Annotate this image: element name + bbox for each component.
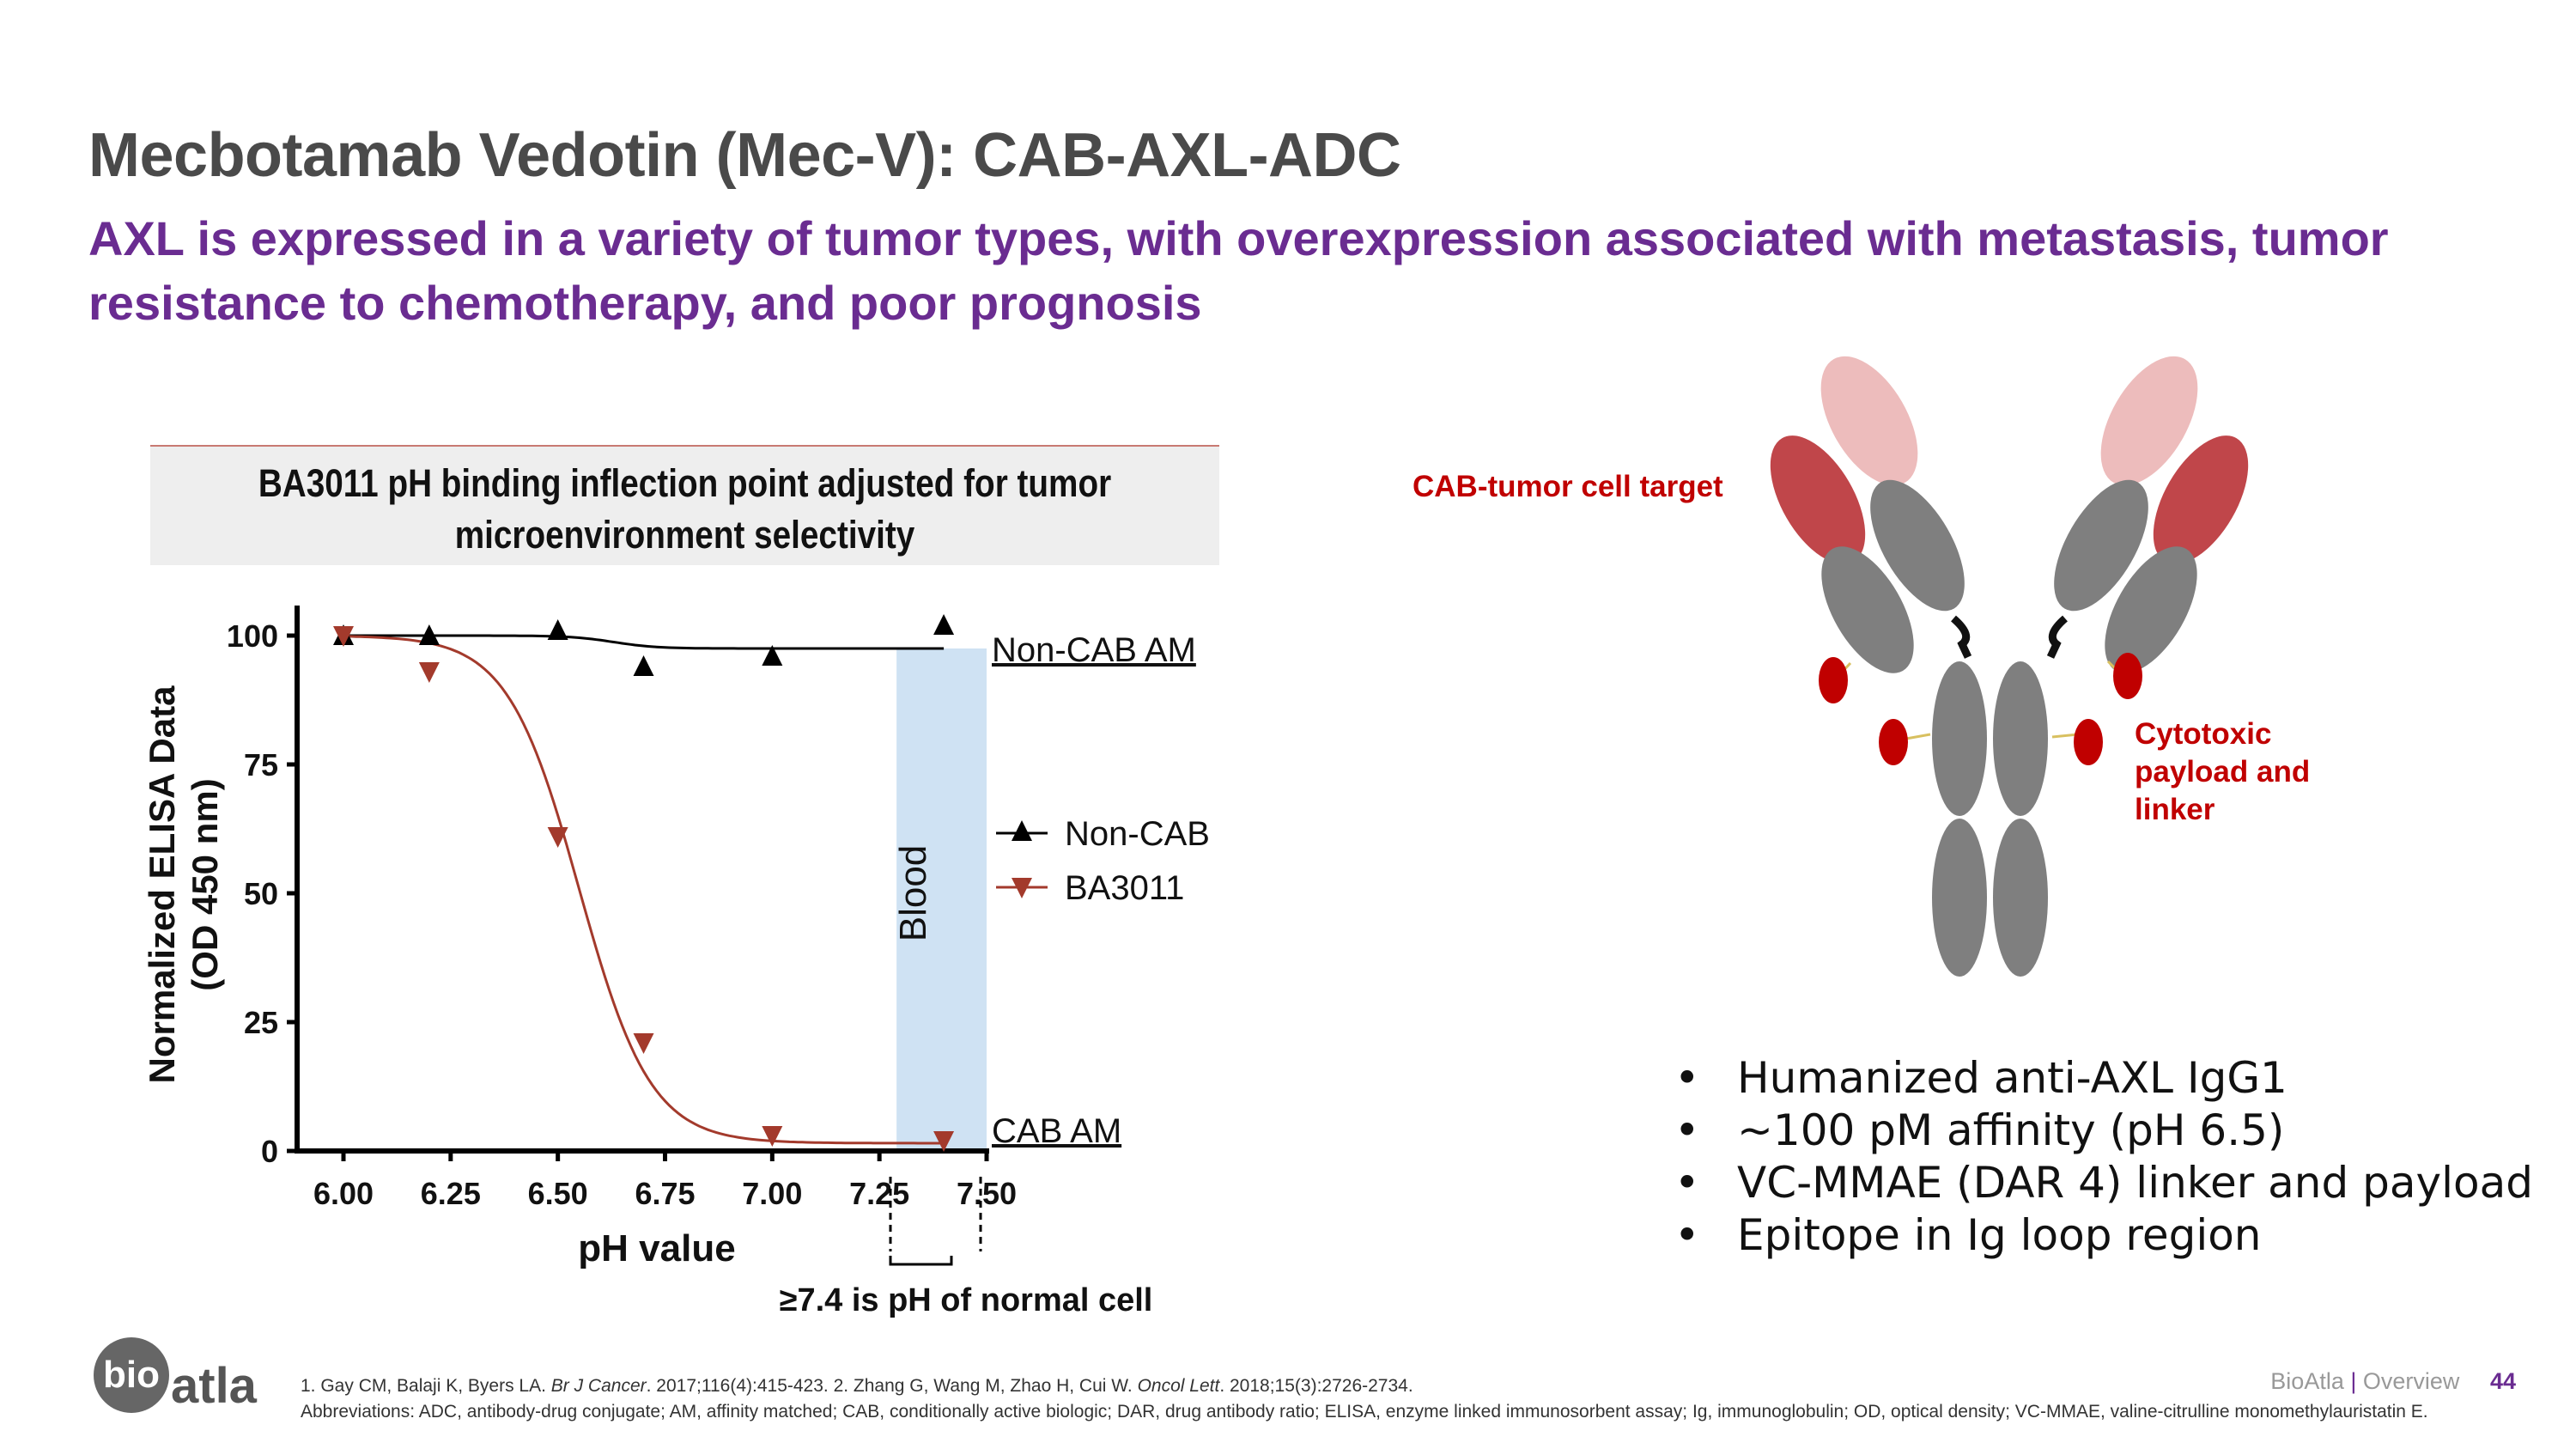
bullet-item: ~100 pM affinity (pH 6.5) bbox=[1674, 1105, 2533, 1157]
footer-section-name: Overview bbox=[2362, 1368, 2460, 1394]
fit-curve-non-cab bbox=[343, 634, 945, 650]
slide-title: Mecbotamab Vedotin (Mec-V): CAB-AXL-ADC bbox=[88, 121, 1401, 190]
normal-ph-bracket bbox=[889, 1177, 982, 1266]
legend-label-non-cab: Non-CAB bbox=[1065, 815, 1210, 853]
elisa-chart: Blood 6.00 6.25 6.50 6.75 7.00 7.25 7.50 0 25 50 7… bbox=[142, 606, 1210, 1318]
right-heavy-chain-lower bbox=[2105, 546, 2197, 673]
payload-label: Cytotoxic payload and linker bbox=[2135, 715, 2310, 829]
payload-2 bbox=[1879, 719, 1908, 765]
bullet-item: Epitope in Ig loop region bbox=[1674, 1209, 2533, 1262]
payload-1 bbox=[1819, 657, 1848, 703]
hinge-right bbox=[2046, 615, 2069, 659]
data-point-ba3011 bbox=[418, 662, 440, 683]
x-tick-label: 7.25 bbox=[849, 1176, 909, 1211]
right-heavy-chain-upper bbox=[2054, 479, 2148, 612]
chart-header-line2: microenvironment selectivity bbox=[454, 513, 915, 557]
feature-bullet-list: Humanized anti-AXL IgG1 ~100 pM affinity… bbox=[1674, 1052, 2533, 1262]
payload-label-line1: Cytotoxic bbox=[2135, 717, 2272, 751]
svg-text:bio: bio bbox=[103, 1354, 160, 1396]
y-tick-label: 100 bbox=[227, 618, 278, 654]
data-point-non-cab bbox=[762, 645, 783, 666]
references-footnote: 1. Gay CM, Balaji K, Byers LA. Br J Canc… bbox=[301, 1376, 1413, 1396]
left-heavy-chain-lower bbox=[1821, 546, 1914, 673]
y-axis-label-line2: (OD 450 nm) bbox=[185, 778, 225, 990]
footer-company: BioAtla bbox=[2270, 1368, 2344, 1394]
data-point-ba3011 bbox=[547, 827, 568, 848]
right-ch2-domain bbox=[1993, 661, 2048, 816]
right-light-chain bbox=[2153, 435, 2249, 564]
x-tick-label: 7.00 bbox=[742, 1176, 802, 1211]
payload-label-line2: payload and bbox=[2135, 755, 2311, 788]
non-cab-am-annotation: Non-CAB AM bbox=[992, 631, 1196, 669]
y-tick-label: 0 bbox=[261, 1134, 278, 1169]
chart-header: BA3011 pH binding inflection point adjus… bbox=[150, 445, 1219, 565]
blood-label: Blood bbox=[892, 845, 934, 942]
left-light-chain bbox=[1770, 435, 1866, 564]
svg-text:atla: atla bbox=[171, 1358, 258, 1414]
normal-ph-annotation: ≥7.4 is pH of normal cell bbox=[780, 1282, 1153, 1318]
cab-target-label: CAB-tumor cell target bbox=[1413, 470, 1723, 503]
legend-label-ba3011: BA3011 bbox=[1065, 869, 1184, 907]
y-tick-label: 50 bbox=[244, 876, 278, 911]
slide-subtitle: AXL is expressed in a variety of tumor t… bbox=[88, 211, 2389, 330]
right-light-chain-tip bbox=[2100, 356, 2198, 486]
legend-marker-non-cab bbox=[1012, 820, 1032, 841]
chart-header-line1: BA3011 pH binding inflection point adjus… bbox=[258, 461, 1112, 505]
left-heavy-chain-upper bbox=[1870, 479, 1965, 612]
y-tick-label: 25 bbox=[244, 1005, 278, 1040]
x-axis-label: pH value bbox=[578, 1227, 735, 1269]
data-point-ba3011 bbox=[933, 1131, 955, 1152]
footer-section: BioAtla | Overview 44 bbox=[2270, 1368, 2516, 1395]
chart-legend: Non-CAB BA3011 bbox=[996, 815, 1210, 907]
footer-separator: | bbox=[2350, 1368, 2357, 1394]
page-number: 44 bbox=[2489, 1368, 2516, 1394]
x-tick-label: 6.75 bbox=[635, 1176, 695, 1211]
y-axis-label-line1: Normalized ELISA Data bbox=[142, 685, 182, 1084]
hinge-left bbox=[1950, 615, 1972, 659]
x-tick-label: 6.25 bbox=[421, 1176, 481, 1211]
data-point-non-cab bbox=[933, 614, 955, 635]
left-ch2-domain bbox=[1932, 661, 1987, 816]
bullet-item: Humanized anti-AXL IgG1 bbox=[1674, 1052, 2533, 1105]
cab-am-annotation: CAB AM bbox=[992, 1112, 1121, 1150]
data-point-non-cab bbox=[547, 619, 568, 640]
chart-axes bbox=[295, 606, 989, 1154]
legend-marker-ba3011 bbox=[1012, 878, 1032, 898]
left-light-chain-tip bbox=[1820, 356, 1918, 486]
payload-3 bbox=[2074, 719, 2103, 765]
x-tick-label: 6.50 bbox=[528, 1176, 588, 1211]
data-point-non-cab bbox=[633, 655, 654, 676]
right-ch3-domain bbox=[1993, 819, 2048, 977]
payload-label-line3: linker bbox=[2135, 793, 2215, 826]
bullet-item: VC-MMAE (DAR 4) linker and payload bbox=[1674, 1157, 2533, 1209]
data-point-ba3011 bbox=[333, 626, 354, 647]
x-tick-label: 6.00 bbox=[313, 1176, 374, 1211]
adc-antibody-diagram bbox=[1770, 356, 2249, 977]
data-point-ba3011 bbox=[762, 1126, 783, 1147]
payload-4 bbox=[2113, 653, 2142, 699]
x-tick-label: 7.50 bbox=[957, 1176, 1017, 1211]
bioatla-logo: bio atla bbox=[94, 1337, 258, 1414]
blood-region bbox=[896, 648, 987, 1151]
abbreviations-footnote: Abbreviations: ADC, antibody-drug conjug… bbox=[301, 1402, 2428, 1422]
data-point-non-cab bbox=[418, 624, 440, 645]
y-tick-label: 75 bbox=[244, 747, 278, 782]
left-ch3-domain bbox=[1932, 819, 1987, 977]
fit-curve-ba3011 bbox=[343, 635, 945, 1145]
data-point-ba3011 bbox=[633, 1033, 654, 1054]
